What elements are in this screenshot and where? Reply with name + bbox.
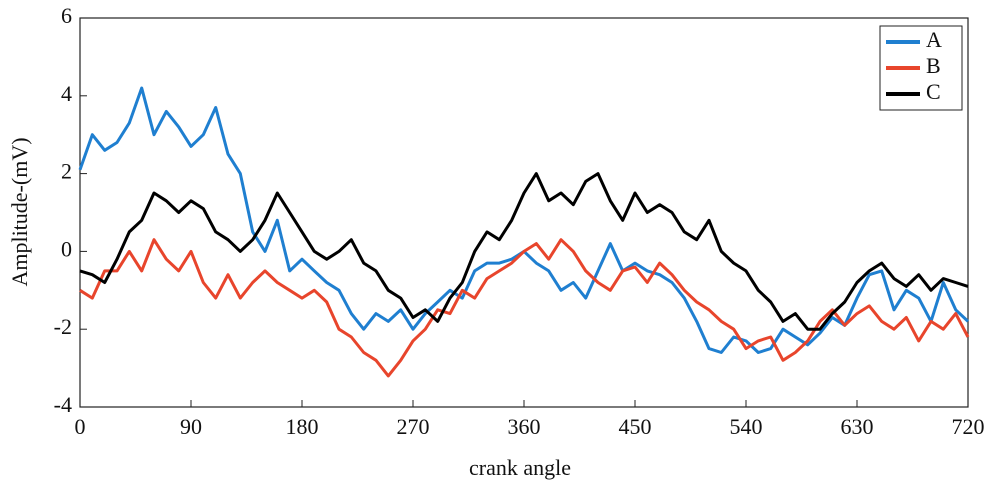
y-axis-label: Amplitude-(mV) (7, 137, 32, 286)
series-line (79, 172, 969, 331)
y-tick-label: -4 (54, 392, 72, 417)
x-tick-label: 180 (286, 414, 319, 439)
x-tick-label: 90 (180, 414, 202, 439)
x-axis-label: crank angle (469, 455, 571, 480)
legend-label: C (926, 79, 941, 104)
y-tick-label: 6 (61, 3, 72, 28)
x-tick-label: 360 (508, 414, 541, 439)
plot-frame (79, 17, 969, 408)
x-tick-label: 630 (841, 414, 874, 439)
series-line (79, 238, 970, 378)
x-tick-label: 0 (75, 414, 86, 439)
x-tick-label: 540 (730, 414, 763, 439)
y-tick-label: -2 (54, 314, 72, 339)
x-tick-label: 270 (397, 414, 430, 439)
legend-label: B (926, 53, 941, 78)
y-tick-label: 2 (61, 159, 72, 184)
legend-label: A (926, 27, 942, 52)
y-tick-label: 4 (61, 81, 72, 106)
x-tick-label: 450 (619, 414, 652, 439)
x-tick-label: 720 (952, 414, 985, 439)
y-tick-label: 0 (61, 236, 72, 261)
